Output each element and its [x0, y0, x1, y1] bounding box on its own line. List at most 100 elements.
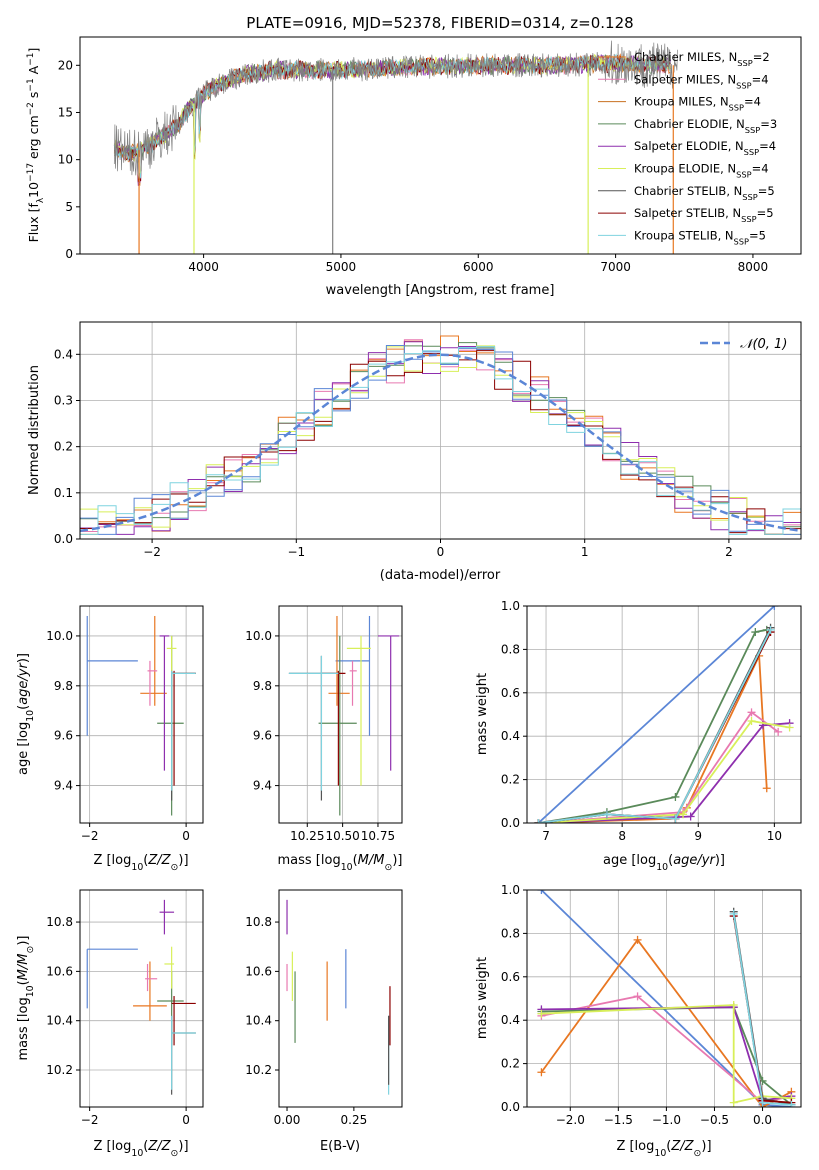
y-tick-label: 0.4 [501, 1013, 520, 1027]
model-spectrum [113, 53, 671, 181]
y-tick-label: 10.0 [245, 629, 272, 643]
y-tick-label: 9.6 [253, 729, 272, 743]
y-tick-label: 10.8 [46, 915, 73, 929]
series [534, 651, 771, 823]
series-marker [758, 1098, 767, 1107]
series-marker [729, 909, 738, 918]
axes-frame [79, 36, 802, 255]
y-axis-label: age [log10(age/yr)] [16, 653, 36, 775]
data-point [171, 1015, 196, 1095]
grid [279, 606, 402, 823]
residuals-panel: −2 −1 0 1 2 0.0 0.1 0.2 0.3 0.4 𝒩(0, 1) (data-model… [27, 321, 802, 583]
series-marker [633, 992, 642, 1001]
y-tick-label: 20 [58, 58, 73, 72]
data-point [328, 615, 350, 706]
series-marker [537, 890, 546, 894]
series-line [538, 711, 779, 823]
series [534, 625, 771, 823]
legend: 𝒩(0, 1) [700, 337, 787, 352]
y-tick-label: 1.0 [501, 883, 520, 897]
series-marker [537, 1009, 546, 1018]
data-point [318, 635, 357, 816]
y-tick-label: 5 [65, 200, 73, 214]
x-tick-label: 6000 [463, 260, 494, 274]
series-marker [770, 606, 779, 610]
series-marker [671, 814, 680, 823]
data-point [288, 655, 339, 801]
plot-area [86, 899, 196, 1095]
x-axis-label: mass [log10(M/M⊙)] [278, 853, 403, 873]
y-tick-label: 9.8 [253, 679, 272, 693]
series-marker [686, 812, 695, 821]
y-tick-label: 0.8 [501, 926, 520, 940]
y-tick-label: 0.3 [54, 393, 73, 407]
series-line [538, 720, 790, 823]
y-tick-label: 9.8 [54, 679, 73, 693]
y-tick-label: 0.2 [54, 440, 73, 454]
weight-vs-metallicity-panel: −2.0 −1.5 −1.0 −0.5 0.0 0.0 0.2 0.4 0.6 0.8 1.0 Z [… [475, 883, 802, 1159]
x-axis-label: Z [log10(Z/Z⊙)] [616, 1139, 711, 1159]
x-tick-label: 0 [437, 545, 445, 559]
legend-label: 𝒩(0, 1) [740, 337, 787, 352]
grid [80, 606, 203, 823]
series [534, 708, 783, 823]
y-tick-label: 0.8 [501, 642, 520, 656]
legend-label: Salpeter MILES, NSSP=4 [634, 72, 769, 90]
x-tick-label: −2 [81, 1113, 99, 1127]
axes-frame [79, 605, 204, 824]
series-line [538, 627, 772, 823]
x-tick-label: 5000 [326, 260, 357, 274]
series-marker [729, 1098, 738, 1107]
data-point [321, 670, 346, 786]
legend-label: Kroupa ELODIE, NSSP=4 [634, 162, 769, 180]
series-line [537, 606, 775, 823]
y-tick-label: 10 [58, 153, 73, 167]
y-axis-label: mass [log10(M/M⊙)] [16, 936, 36, 1061]
y-axis-label: mass weight [475, 673, 490, 755]
y-tick-label: 10.4 [46, 1014, 73, 1028]
y-tick-label: 0.4 [54, 347, 73, 361]
data-point [171, 670, 196, 786]
histogram-step [80, 346, 801, 535]
x-tick-label: 4000 [188, 260, 219, 274]
series-marker [774, 727, 783, 736]
x-tick-label: −1.5 [604, 1113, 633, 1127]
legend-label: Kroupa STELIB, NSSP=5 [634, 228, 766, 246]
y-tick-label: 0.2 [501, 1057, 520, 1071]
age-vs-metallicity-panel: −2 0 9.4 9.6 9.8 10.0 Z [log10(Z/Z⊙)] age [log1… [16, 605, 204, 873]
x-tick-label: 10.50 [325, 829, 359, 843]
plot-area [286, 899, 391, 1095]
y-tick-label: 9.4 [54, 779, 73, 793]
y-axis-label: mass weight [475, 957, 490, 1039]
legend-label: Chabrier STELIB, NSSP=5 [634, 184, 775, 202]
x-tick-label: 0 [182, 1113, 190, 1127]
plot-area [80, 335, 801, 535]
series-line [538, 722, 790, 823]
series-line [538, 628, 767, 823]
x-tick-label: 0.00 [274, 1113, 301, 1127]
plot-area [86, 615, 196, 816]
x-tick-label: 8 [618, 829, 626, 843]
series-marker [787, 1100, 796, 1107]
plot-area [534, 606, 794, 823]
series [537, 1001, 796, 1107]
plot-area [537, 890, 796, 1107]
series [534, 717, 794, 823]
series-line [541, 995, 792, 1104]
y-tick-label: 0.1 [54, 486, 73, 500]
x-axis-label: Z [log10(Z/Z⊙)] [93, 853, 188, 873]
series-marker [766, 625, 775, 634]
x-tick-label: −0.5 [700, 1113, 729, 1127]
series-marker [602, 810, 611, 819]
legend-label: Kroupa MILES, NSSP=4 [634, 95, 761, 113]
weight-vs-age-panel: 7 8 9 10 0.0 0.2 0.4 0.6 0.8 1.0 age [log10(age/yr… [475, 599, 802, 873]
axes-frame [278, 605, 403, 824]
spectrum-panel: 4000 5000 6000 7000 8000 0 5 10 15 20 Chabrier MIL… [26, 36, 802, 298]
plot-area [113, 40, 678, 254]
y-tick-label: 15 [58, 105, 73, 119]
x-axis-label: Z [log10(Z/Z⊙)] [93, 1139, 188, 1159]
grid [80, 890, 203, 1107]
y-axis-label: Normed distribution [27, 365, 42, 495]
x-tick-label: −2.0 [556, 1113, 585, 1127]
